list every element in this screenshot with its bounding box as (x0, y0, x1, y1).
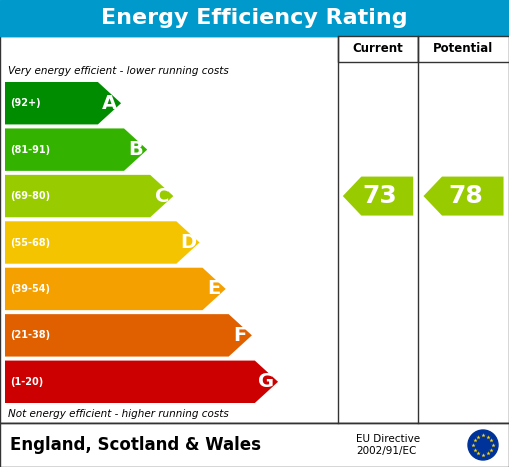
Text: E: E (208, 279, 221, 298)
Text: (92+): (92+) (10, 98, 41, 108)
Text: A: A (102, 94, 117, 113)
Text: C: C (155, 187, 169, 205)
Polygon shape (5, 268, 225, 310)
Text: 2002/91/EC: 2002/91/EC (356, 446, 416, 456)
Polygon shape (5, 221, 200, 264)
Text: (81-91): (81-91) (10, 145, 50, 155)
Text: EU Directive: EU Directive (356, 434, 420, 444)
Polygon shape (5, 128, 147, 171)
Text: (39-54): (39-54) (10, 284, 50, 294)
Text: (1-20): (1-20) (10, 377, 43, 387)
Circle shape (468, 430, 498, 460)
Polygon shape (5, 314, 252, 357)
Text: Current: Current (353, 42, 403, 56)
Bar (0, 423, 509, 467)
Text: 73: 73 (362, 184, 397, 208)
Polygon shape (5, 175, 174, 217)
Text: Energy Efficiency Rating: Energy Efficiency Rating (101, 8, 408, 28)
Polygon shape (5, 361, 278, 403)
Bar (0, 0, 509, 36)
Text: Not energy efficient - higher running costs: Not energy efficient - higher running co… (8, 409, 229, 419)
Polygon shape (423, 177, 503, 216)
Text: B: B (128, 140, 143, 159)
Text: F: F (234, 326, 247, 345)
Text: (69-80): (69-80) (10, 191, 50, 201)
Text: Very energy efficient - lower running costs: Very energy efficient - lower running co… (8, 66, 229, 76)
Text: 78: 78 (448, 184, 483, 208)
Bar (0, 36, 509, 423)
Text: (21-38): (21-38) (10, 330, 50, 340)
Polygon shape (343, 177, 413, 216)
Bar (418, 36, 509, 62)
Text: (55-68): (55-68) (10, 238, 50, 248)
Bar (338, 36, 418, 62)
Polygon shape (5, 82, 121, 124)
Text: Potential: Potential (433, 42, 494, 56)
Text: England, Scotland & Wales: England, Scotland & Wales (10, 436, 261, 454)
Text: D: D (180, 233, 196, 252)
Text: G: G (259, 372, 274, 391)
